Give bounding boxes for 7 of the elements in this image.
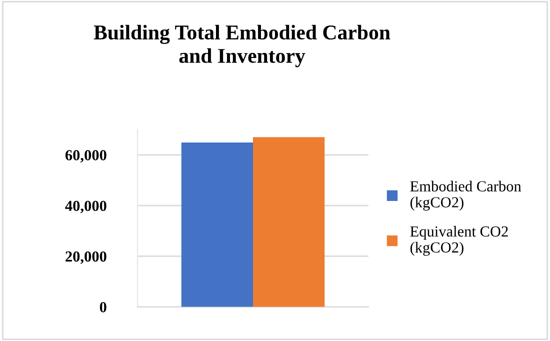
y-tick-label: 20,000: [66, 251, 106, 264]
chart-title: Building Total Embodied Carbon and Inventory: [94, 24, 390, 68]
y-tick-label: 60,000: [65, 150, 106, 163]
legend-label: Embodied Carbon (kgCO2): [410, 180, 522, 211]
y-tick-label: 40,000: [65, 200, 106, 214]
y-tick-label: 0: [100, 302, 106, 312]
legend-label: Equivalent CO2 (kgCO2): [410, 226, 508, 256]
